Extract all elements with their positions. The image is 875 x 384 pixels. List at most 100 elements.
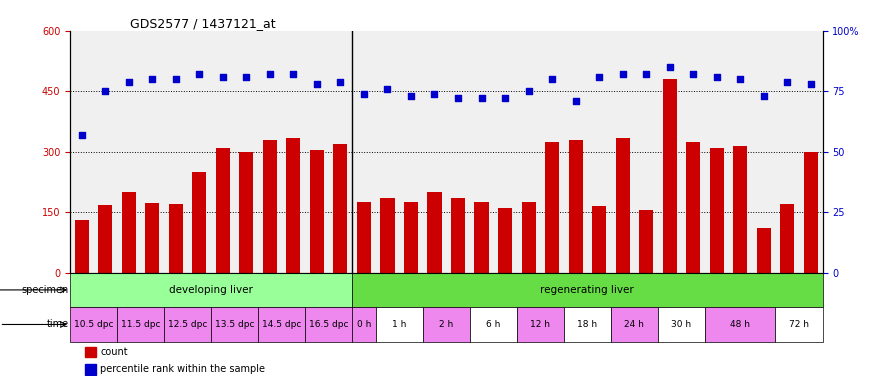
Bar — [569, 139, 583, 273]
Point — [616, 71, 630, 77]
Point — [216, 74, 230, 80]
FancyBboxPatch shape — [705, 307, 775, 342]
FancyBboxPatch shape — [352, 273, 822, 307]
Text: 30 h: 30 h — [671, 320, 691, 329]
Bar — [122, 192, 136, 273]
Text: 16.5 dpc: 16.5 dpc — [309, 320, 348, 329]
Text: 24 h: 24 h — [625, 320, 644, 329]
Point — [98, 88, 112, 94]
Text: count: count — [100, 347, 128, 357]
Bar — [616, 137, 630, 273]
Text: 10.5 dpc: 10.5 dpc — [74, 320, 113, 329]
Point — [381, 86, 395, 92]
FancyBboxPatch shape — [352, 307, 375, 342]
FancyBboxPatch shape — [70, 273, 352, 307]
Point — [262, 71, 276, 77]
Point — [74, 132, 88, 138]
Bar — [85, 347, 96, 357]
Bar — [310, 150, 324, 273]
FancyBboxPatch shape — [564, 307, 611, 342]
Bar — [733, 146, 747, 273]
Text: 11.5 dpc: 11.5 dpc — [121, 320, 160, 329]
Point — [757, 93, 771, 99]
Bar — [474, 202, 488, 273]
FancyBboxPatch shape — [375, 307, 423, 342]
Text: 72 h: 72 h — [789, 320, 809, 329]
Point — [333, 78, 347, 84]
Point — [404, 93, 418, 99]
Point — [733, 76, 747, 82]
Bar — [98, 205, 112, 273]
Bar — [357, 202, 371, 273]
Bar — [404, 202, 418, 273]
Bar — [639, 210, 653, 273]
Text: 6 h: 6 h — [487, 320, 500, 329]
Text: developing liver: developing liver — [169, 285, 253, 295]
Text: time: time — [46, 319, 69, 329]
FancyBboxPatch shape — [164, 307, 211, 342]
Bar — [240, 152, 254, 273]
Text: 14.5 dpc: 14.5 dpc — [262, 320, 301, 329]
Point — [710, 74, 724, 80]
FancyBboxPatch shape — [70, 307, 117, 342]
FancyBboxPatch shape — [775, 307, 822, 342]
Point — [545, 76, 559, 82]
FancyBboxPatch shape — [658, 307, 705, 342]
Bar — [498, 208, 512, 273]
Point — [522, 88, 536, 94]
Bar — [286, 137, 300, 273]
Point — [592, 74, 606, 80]
Point — [169, 76, 183, 82]
Bar — [85, 364, 96, 374]
Bar — [780, 204, 794, 273]
Point — [428, 91, 442, 97]
Bar — [710, 147, 724, 273]
Text: regenerating liver: regenerating liver — [541, 285, 634, 295]
Bar — [262, 139, 276, 273]
Point — [451, 95, 465, 101]
Bar — [192, 172, 206, 273]
Bar — [451, 198, 466, 273]
FancyBboxPatch shape — [517, 307, 564, 342]
Point — [474, 95, 488, 101]
FancyBboxPatch shape — [470, 307, 517, 342]
Point — [686, 71, 700, 77]
Bar — [592, 206, 606, 273]
Point — [357, 91, 371, 97]
Bar — [757, 228, 771, 273]
Text: 18 h: 18 h — [578, 320, 598, 329]
FancyBboxPatch shape — [305, 307, 352, 342]
Bar — [804, 152, 818, 273]
Point — [286, 71, 300, 77]
Point — [639, 71, 653, 77]
Text: 0 h: 0 h — [357, 320, 371, 329]
Text: 12.5 dpc: 12.5 dpc — [168, 320, 207, 329]
Point — [310, 81, 324, 87]
Text: percentile rank within the sample: percentile rank within the sample — [100, 364, 265, 374]
Bar — [545, 142, 559, 273]
Point — [662, 64, 676, 70]
FancyBboxPatch shape — [258, 307, 305, 342]
Bar — [686, 142, 700, 273]
Point — [122, 78, 136, 84]
Bar — [333, 144, 347, 273]
Bar — [145, 203, 159, 273]
Point — [804, 81, 818, 87]
Text: 2 h: 2 h — [439, 320, 453, 329]
FancyBboxPatch shape — [211, 307, 258, 342]
Text: 12 h: 12 h — [530, 320, 550, 329]
Point — [145, 76, 159, 82]
Bar — [216, 147, 230, 273]
Point — [240, 74, 254, 80]
Point — [569, 98, 583, 104]
Point — [498, 95, 512, 101]
Text: 13.5 dpc: 13.5 dpc — [215, 320, 255, 329]
FancyBboxPatch shape — [117, 307, 164, 342]
Text: 48 h: 48 h — [731, 320, 750, 329]
Point — [192, 71, 206, 77]
Text: specimen: specimen — [22, 285, 69, 295]
Bar — [662, 79, 676, 273]
Text: GDS2577 / 1437121_at: GDS2577 / 1437121_at — [130, 17, 276, 30]
FancyBboxPatch shape — [423, 307, 470, 342]
Bar — [381, 198, 395, 273]
